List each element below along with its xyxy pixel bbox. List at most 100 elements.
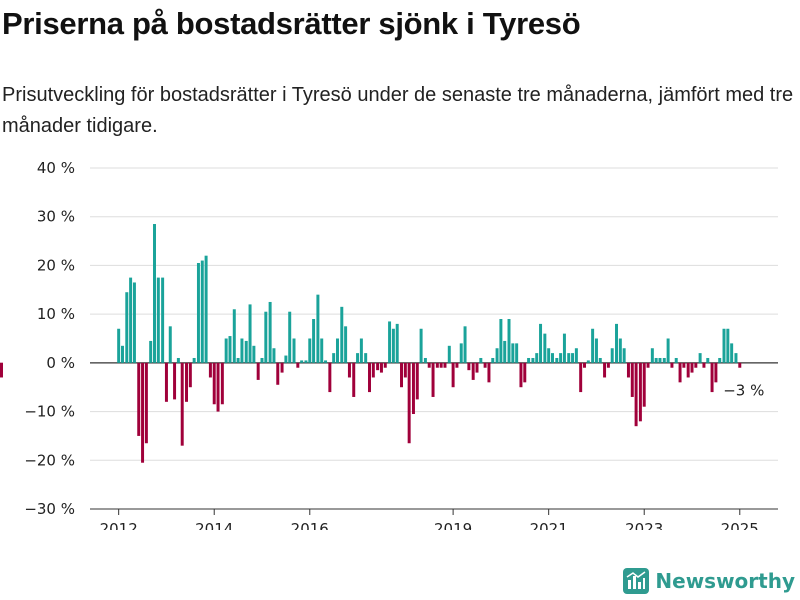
bar-positive: [300, 360, 304, 363]
bar-positive: [292, 338, 296, 363]
bar-negative: [467, 362, 471, 371]
bar-positive: [447, 345, 451, 363]
bar-positive: [312, 319, 316, 363]
bar-negative: [185, 362, 189, 402]
bar-negative: [411, 362, 415, 415]
bar-positive: [344, 326, 348, 363]
bar-negative: [431, 362, 435, 397]
gridlines: [90, 167, 778, 510]
bar-negative: [455, 362, 459, 368]
y-tick-label: 40 %: [37, 159, 75, 177]
bar-negative: [212, 362, 216, 405]
bar-negative: [328, 362, 332, 393]
bar-positive: [284, 355, 288, 363]
bar-positive: [598, 357, 602, 363]
bar-negative: [642, 362, 646, 407]
bar-positive: [153, 224, 156, 363]
bar-negative: [690, 362, 694, 373]
bar-positive: [168, 326, 172, 363]
bar-negative: [407, 362, 411, 444]
bar-negative: [415, 362, 419, 400]
bar-negative: [216, 362, 220, 412]
x-tick-label: 2025: [721, 520, 759, 530]
bar-positive: [332, 353, 336, 363]
bar-positive: [531, 357, 535, 363]
bar-positive: [340, 306, 344, 363]
bar-positive: [335, 338, 339, 363]
y-tick-label: 20 %: [37, 256, 75, 274]
bar-positive: [654, 357, 658, 363]
bar-positive: [591, 328, 595, 363]
bar-positive: [550, 353, 554, 363]
bar-negative: [427, 362, 431, 368]
bar-negative: [487, 362, 491, 383]
bar-positive: [324, 360, 328, 363]
x-tick-label: 2019: [434, 520, 472, 530]
bar-positive: [129, 277, 133, 363]
bar-negative: [220, 362, 224, 405]
bar-positive: [622, 348, 626, 363]
bar-positive: [224, 338, 228, 363]
bar-positive: [706, 357, 710, 363]
bar-positive: [156, 277, 160, 363]
y-tick-label: −10 %: [24, 403, 75, 421]
bar-negative: [280, 362, 284, 373]
bar-positive: [236, 357, 240, 363]
bar-positive: [463, 326, 467, 363]
bar-negative: [164, 362, 168, 402]
bar-negative: [646, 362, 650, 368]
bar-positive: [618, 338, 622, 363]
bar-positive: [718, 357, 722, 363]
bar-positive: [120, 345, 124, 363]
bar-negative: [694, 362, 698, 368]
bar-positive: [423, 357, 427, 363]
bar-positive: [304, 360, 308, 363]
bar-positive: [192, 357, 196, 363]
bar-negative: [523, 362, 527, 383]
bar-positive: [204, 255, 208, 363]
bar-positive: [308, 338, 312, 363]
bar-negative: [451, 362, 455, 388]
bar-positive: [364, 353, 368, 363]
bar-positive: [264, 311, 268, 363]
bar-positive: [615, 323, 619, 363]
bar-negative: [379, 362, 383, 373]
bar-positive: [503, 340, 507, 363]
bar-negative: [371, 362, 375, 378]
y-tick-label: 30 %: [37, 208, 75, 226]
y-tick-label: 10 %: [37, 305, 75, 323]
bar-positive: [547, 348, 551, 363]
bar-positive: [527, 357, 531, 363]
bar-positive: [543, 333, 547, 363]
bar-negative: [710, 362, 714, 393]
bar-negative: [603, 362, 607, 378]
brand: Newsworthy: [623, 568, 795, 594]
bar-negative: [626, 362, 630, 378]
brand-name: Newsworthy: [655, 569, 795, 593]
bar-negative: [714, 362, 718, 383]
bar-positive: [491, 357, 495, 363]
bar-positive: [316, 294, 320, 363]
bar-negative: [738, 362, 742, 368]
bar-positive: [125, 292, 129, 363]
bar-positive: [726, 328, 730, 363]
bar-negative: [383, 362, 387, 368]
x-tick-label: 2016: [291, 520, 329, 530]
bar-positive: [479, 357, 483, 363]
bar-positive: [356, 353, 360, 363]
last-value-annotation: −3 %: [723, 381, 764, 399]
chart-title: Priserna på bostadsrätter sjönk i Tyresö: [2, 6, 581, 41]
bar-negative: [471, 362, 475, 380]
bar-positive: [567, 353, 571, 363]
y-tick-label: −30 %: [24, 500, 75, 518]
bar-negative: [137, 362, 141, 436]
bar-positive: [535, 353, 539, 363]
bar-positive: [391, 328, 395, 363]
bar-negative: [368, 362, 371, 393]
bar-positive: [586, 360, 590, 363]
bar-negative: [400, 362, 404, 388]
x-tick-label: 2014: [195, 520, 233, 530]
bar-negative: [475, 362, 479, 373]
bar-negative: [702, 362, 706, 368]
bar-positive: [594, 338, 598, 363]
